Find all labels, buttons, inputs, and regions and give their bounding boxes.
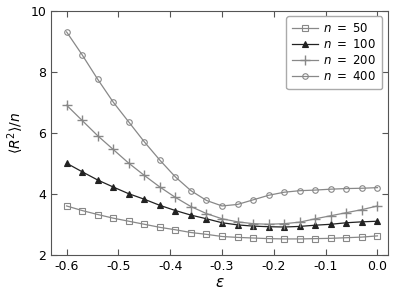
$n\ =\ $50 <box>297 237 302 241</box>
$n\ =\ $400 <box>220 204 225 208</box>
$n\ =\ $50 <box>329 237 333 240</box>
$n\ =\ $50 <box>158 226 162 229</box>
$n\ =\ $100 <box>173 209 178 212</box>
$n\ =\ $100 <box>126 192 131 196</box>
$n\ =\ $200 <box>266 223 271 226</box>
$n\ =\ $200 <box>282 222 286 226</box>
$n\ =\ $400 <box>189 189 193 192</box>
$n\ =\ $400 <box>126 120 131 124</box>
$n\ =\ $200 <box>173 196 178 199</box>
$n\ =\ $400 <box>204 199 209 202</box>
$n\ =\ $100 <box>220 221 225 225</box>
$n\ =\ $200 <box>313 217 318 221</box>
$n\ =\ $100 <box>204 217 209 221</box>
$n\ =\ $50 <box>344 236 349 239</box>
$n\ =\ $100 <box>313 223 318 227</box>
$n\ =\ $100 <box>282 225 286 229</box>
$n\ =\ $100 <box>80 170 84 173</box>
$n\ =\ $100 <box>329 223 333 226</box>
$n\ =\ $50 <box>111 216 115 220</box>
$n\ =\ $50 <box>360 235 364 239</box>
$n\ =\ $100 <box>375 219 380 223</box>
$n\ =\ $400 <box>313 188 318 192</box>
$n\ =\ $400 <box>235 203 240 206</box>
$n\ =\ $400 <box>173 175 178 179</box>
$n\ =\ $100 <box>360 220 364 223</box>
Legend: $n\ =\ $50, $n\ =\ $100, $n\ =\ $200, $n\ =\ $400: $n\ =\ $50, $n\ =\ $100, $n\ =\ $200, $n… <box>286 17 382 89</box>
X-axis label: $\varepsilon$: $\varepsilon$ <box>215 276 224 290</box>
$n\ =\ $200 <box>64 103 69 107</box>
$n\ =\ $200 <box>329 214 333 218</box>
$n\ =\ $50 <box>173 228 178 231</box>
$n\ =\ $100 <box>111 185 115 189</box>
$n\ =\ $200 <box>344 211 349 214</box>
$n\ =\ $400 <box>344 187 349 190</box>
$n\ =\ $200 <box>204 212 209 215</box>
$n\ =\ $50 <box>266 237 271 240</box>
Line: $n\ =\ $100: $n\ =\ $100 <box>63 160 381 231</box>
$n\ =\ $400 <box>375 186 380 189</box>
Line: $n\ =\ $200: $n\ =\ $200 <box>62 100 382 229</box>
$n\ =\ $200 <box>375 204 380 208</box>
$n\ =\ $100 <box>142 197 147 201</box>
$n\ =\ $50 <box>126 219 131 223</box>
$n\ =\ $400 <box>251 198 255 202</box>
$n\ =\ $400 <box>158 158 162 162</box>
$n\ =\ $400 <box>297 189 302 192</box>
$n\ =\ $200 <box>95 134 100 138</box>
$n\ =\ $200 <box>111 148 115 151</box>
$n\ =\ $50 <box>313 237 318 240</box>
$n\ =\ $400 <box>360 186 364 190</box>
$n\ =\ $50 <box>235 236 240 239</box>
$n\ =\ $400 <box>64 30 69 34</box>
Y-axis label: $\langle R^2\rangle/n$: $\langle R^2\rangle/n$ <box>6 111 26 154</box>
$n\ =\ $50 <box>142 223 147 226</box>
$n\ =\ $200 <box>189 205 193 208</box>
$n\ =\ $100 <box>266 225 271 229</box>
$n\ =\ $50 <box>204 233 209 236</box>
$n\ =\ $50 <box>80 209 84 212</box>
$n\ =\ $50 <box>220 235 225 238</box>
$n\ =\ $50 <box>95 213 100 216</box>
$n\ =\ $200 <box>220 217 225 221</box>
$n\ =\ $50 <box>189 231 193 234</box>
$n\ =\ $50 <box>375 234 380 238</box>
$n\ =\ $400 <box>329 187 333 191</box>
$n\ =\ $50 <box>282 237 286 241</box>
$n\ =\ $400 <box>111 100 115 104</box>
$n\ =\ $200 <box>360 208 364 211</box>
$n\ =\ $100 <box>189 213 193 217</box>
$n\ =\ $50 <box>251 236 255 240</box>
Line: $n\ =\ $400: $n\ =\ $400 <box>64 29 380 209</box>
$n\ =\ $100 <box>344 221 349 225</box>
$n\ =\ $400 <box>95 78 100 81</box>
$n\ =\ $200 <box>158 185 162 189</box>
$n\ =\ $100 <box>158 204 162 207</box>
Line: $n\ =\ $50: $n\ =\ $50 <box>64 203 380 242</box>
$n\ =\ $100 <box>251 224 255 228</box>
$n\ =\ $100 <box>64 161 69 165</box>
$n\ =\ $50 <box>64 204 69 208</box>
$n\ =\ $200 <box>80 119 84 122</box>
$n\ =\ $100 <box>297 225 302 228</box>
$n\ =\ $200 <box>126 161 131 165</box>
$n\ =\ $400 <box>142 140 147 144</box>
$n\ =\ $200 <box>142 174 147 177</box>
$n\ =\ $200 <box>297 220 302 224</box>
$n\ =\ $100 <box>235 223 240 227</box>
$n\ =\ $400 <box>282 190 286 194</box>
$n\ =\ $400 <box>80 53 84 57</box>
$n\ =\ $100 <box>95 178 100 182</box>
$n\ =\ $200 <box>251 222 255 226</box>
$n\ =\ $400 <box>266 194 271 197</box>
$n\ =\ $200 <box>235 220 240 223</box>
